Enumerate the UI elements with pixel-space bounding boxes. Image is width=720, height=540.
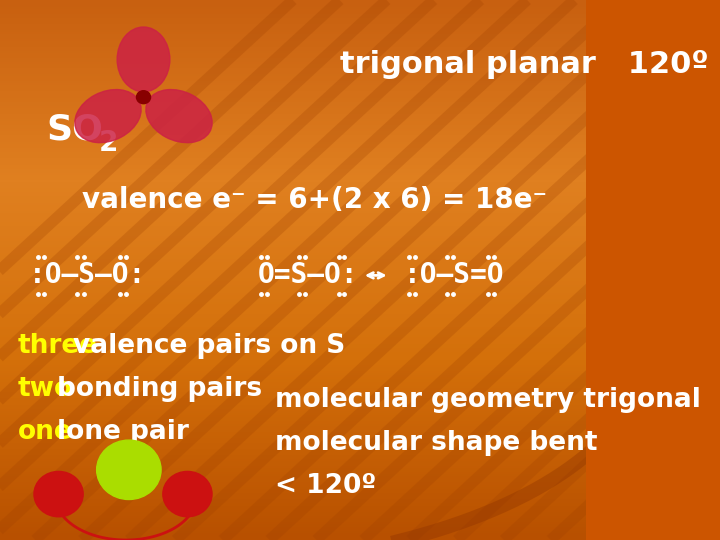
Text: two: two bbox=[17, 376, 73, 402]
Text: SO: SO bbox=[47, 113, 104, 146]
Text: molecular geometry trigonal: molecular geometry trigonal bbox=[275, 387, 701, 413]
Ellipse shape bbox=[117, 27, 170, 92]
Text: three: three bbox=[17, 333, 98, 359]
Text: < 120º: < 120º bbox=[275, 473, 377, 499]
Text: lone pair: lone pair bbox=[58, 419, 189, 445]
Text: 2: 2 bbox=[99, 129, 118, 157]
Text: O=S—O:: O=S—O: bbox=[258, 261, 359, 289]
Text: trigonal planar   120º: trigonal planar 120º bbox=[340, 50, 708, 79]
Circle shape bbox=[96, 440, 161, 500]
Text: :O—S—O:: :O—S—O: bbox=[30, 261, 147, 289]
Ellipse shape bbox=[146, 90, 212, 143]
Text: valence e⁻ = 6+(2 x 6) = 18e⁻: valence e⁻ = 6+(2 x 6) = 18e⁻ bbox=[82, 186, 547, 214]
Text: bonding pairs: bonding pairs bbox=[58, 376, 263, 402]
Ellipse shape bbox=[75, 90, 141, 143]
Text: :O—S=O: :O—S=O bbox=[404, 261, 505, 289]
Text: valence pairs on S: valence pairs on S bbox=[73, 333, 346, 359]
Circle shape bbox=[34, 471, 84, 517]
Text: one: one bbox=[17, 419, 72, 445]
Circle shape bbox=[137, 91, 150, 104]
Text: molecular shape bent: molecular shape bent bbox=[275, 430, 598, 456]
Circle shape bbox=[163, 471, 212, 517]
